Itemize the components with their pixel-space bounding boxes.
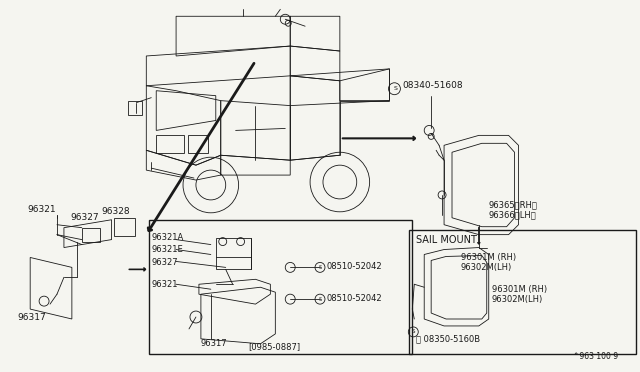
Text: S: S [412, 329, 415, 334]
Text: 08510-52042: 08510-52042 [327, 294, 383, 303]
Text: Ⓢ 08350-5160B: Ⓢ 08350-5160B [416, 334, 481, 343]
Bar [216, 238, 250, 269]
Text: S: S [319, 265, 321, 270]
Text: 96366〈LH〉: 96366〈LH〉 [489, 210, 536, 219]
Text: 96321: 96321 [151, 280, 178, 289]
Text: 96302M(LH): 96302M(LH) [492, 295, 543, 304]
Text: 96321A: 96321A [151, 233, 184, 242]
Text: ^963 100 9: ^963 100 9 [573, 352, 618, 361]
Bar [156, 135, 184, 153]
Bar [188, 135, 208, 153]
Text: 96302M(LH): 96302M(LH) [461, 263, 512, 272]
Text: 96328: 96328 [102, 207, 131, 216]
Text: SAIL MOUNT: SAIL MOUNT [416, 235, 477, 245]
Text: 08340-51608: 08340-51608 [403, 81, 463, 90]
Text: [0985-0887]: [0985-0887] [248, 342, 301, 351]
Bar [113, 218, 136, 235]
Text: 96301M (RH): 96301M (RH) [492, 285, 547, 294]
Text: 96301M (RH): 96301M (RH) [461, 253, 516, 262]
Text: 96327: 96327 [151, 258, 178, 267]
Bar [149, 220, 412, 354]
Bar [410, 230, 636, 354]
Bar [82, 228, 100, 241]
Text: S: S [319, 296, 321, 302]
Text: 96321: 96321 [28, 205, 56, 214]
Text: 08510-52042: 08510-52042 [327, 262, 383, 271]
Text: 96327: 96327 [70, 213, 99, 222]
Bar [129, 101, 142, 115]
Text: 96317: 96317 [201, 339, 228, 348]
Text: 96317: 96317 [17, 312, 46, 321]
Text: 96365〈RH〉: 96365〈RH〉 [489, 201, 538, 209]
Text: 96321E: 96321E [151, 245, 183, 254]
Text: S: S [394, 86, 397, 91]
